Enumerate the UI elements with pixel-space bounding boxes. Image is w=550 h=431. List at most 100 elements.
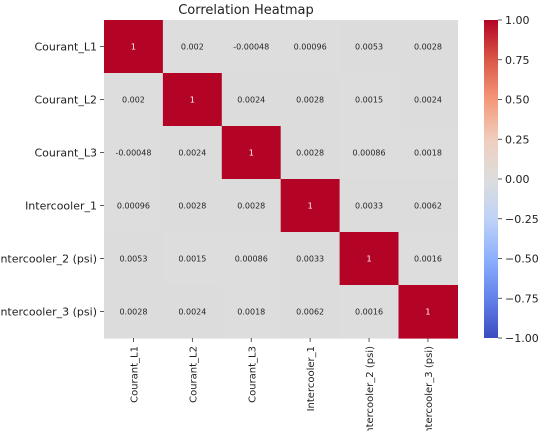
heatmap-cell bbox=[280, 285, 341, 339]
cell-annotation: 0.0028 bbox=[296, 149, 324, 158]
heatmap-cell bbox=[280, 126, 341, 180]
cell-annotation: -0.00048 bbox=[115, 149, 151, 158]
heatmap-cell bbox=[221, 232, 282, 286]
heatmap-cell bbox=[162, 232, 223, 286]
cell-annotation: 0.0016 bbox=[355, 308, 383, 317]
heatmap-cell bbox=[339, 20, 400, 74]
cell-annotation: 0.0018 bbox=[414, 149, 442, 158]
heatmap-cell bbox=[104, 126, 164, 180]
heatmap-cell bbox=[398, 285, 458, 339]
cell-annotation: 0.0062 bbox=[296, 308, 324, 317]
cell-annotation: 0.0033 bbox=[296, 255, 324, 264]
cell-annotation: 1 bbox=[249, 149, 254, 158]
cell-annotation: 0.0028 bbox=[119, 308, 147, 317]
x-tick-label: Courant_L3 bbox=[247, 346, 258, 403]
heatmap-cell bbox=[162, 126, 223, 180]
heatmap-cell bbox=[221, 73, 282, 127]
heatmap-cell bbox=[398, 126, 458, 180]
heatmap-cell bbox=[339, 73, 400, 127]
y-tick-label: Intercooler_1 bbox=[25, 200, 97, 213]
cell-annotation: 0.0024 bbox=[237, 96, 265, 105]
colorbar-tick-label: −1.00 bbox=[505, 332, 539, 345]
cell-annotation: 0.0028 bbox=[414, 43, 442, 52]
heatmap-cell bbox=[280, 73, 341, 127]
x-axis-tick-labels: Courant_L1 Courant_L2 Courant_L3 Intercoole… bbox=[129, 338, 435, 431]
y-tick-label: Courant_L2 bbox=[34, 94, 97, 107]
x-tick-label: Intercooler_2 (psi) bbox=[365, 346, 376, 431]
heatmap-cell bbox=[162, 179, 223, 233]
colorbar-ticks: 1.00 0.75 0.50 0.25 0.00 −0.25 −0.50 −0.75 −1.00 bbox=[498, 14, 539, 345]
colorbar-tick-label: −0.25 bbox=[505, 213, 539, 226]
heatmap-cell bbox=[221, 126, 282, 180]
heatmap-cell bbox=[398, 232, 458, 286]
cell-annotation: 0.002 bbox=[181, 43, 204, 52]
heatmap-cell bbox=[162, 285, 223, 339]
colorbar-tick-label: 0.25 bbox=[505, 133, 530, 146]
heatmap-cell bbox=[104, 20, 164, 74]
chart-title: Correlation Heatmap bbox=[178, 3, 314, 18]
cell-annotation: 0.0033 bbox=[355, 202, 383, 211]
colorbar-tick-label: 0.50 bbox=[505, 94, 530, 107]
cell-annotation: 0.002 bbox=[122, 96, 145, 105]
cell-annotation: 0.0016 bbox=[414, 255, 442, 264]
cell-annotation: 0.00086 bbox=[353, 149, 386, 158]
y-tick-label: Intercooler_2 (psi) bbox=[0, 253, 97, 266]
y-tick-label: Courant_L1 bbox=[34, 41, 97, 54]
heatmap-cell bbox=[280, 232, 341, 286]
colorbar-tick-label: 0.00 bbox=[505, 173, 530, 186]
heatmap-cell bbox=[339, 179, 400, 233]
heatmap-cell bbox=[221, 179, 282, 233]
cell-annotation: 0.0015 bbox=[178, 255, 206, 264]
x-tick-label: Courant_L2 bbox=[188, 346, 199, 403]
heatmap-cell bbox=[221, 285, 282, 339]
heatmap-cell bbox=[398, 179, 458, 233]
cell-annotation: 1 bbox=[131, 43, 136, 52]
heatmap-cell bbox=[104, 73, 164, 127]
colorbar-tick-label: −0.75 bbox=[505, 292, 539, 305]
cell-annotation: 0.0053 bbox=[119, 255, 147, 264]
heatmap-cell bbox=[162, 73, 223, 127]
cell-annotation: 0.0024 bbox=[178, 149, 206, 158]
heatmap-cell bbox=[104, 179, 164, 233]
cell-annotation: 0.0018 bbox=[237, 308, 265, 317]
colorbar-tick-label: −0.50 bbox=[505, 253, 539, 266]
y-axis-tick-labels: Courant_L1 Courant_L2 Courant_L3 Intercoole… bbox=[0, 41, 104, 319]
heatmap-cells bbox=[104, 20, 458, 339]
x-tick-label: Courant_L1 bbox=[129, 346, 140, 403]
cell-annotation: 1 bbox=[308, 202, 313, 211]
heatmap-annotations: 1 0.002 -0.00048 0.00096 0.0053 0.0028 0.002 1 0… bbox=[115, 43, 441, 317]
heatmap-cell bbox=[398, 20, 458, 74]
cell-annotation: 1 bbox=[190, 96, 195, 105]
heatmap-cell bbox=[280, 179, 341, 233]
cell-annotation: 0.0028 bbox=[178, 202, 206, 211]
x-tick-label: Intercooler_1 bbox=[306, 346, 317, 411]
cell-annotation: 0.0024 bbox=[414, 96, 442, 105]
cell-annotation: 1 bbox=[367, 255, 372, 264]
cell-annotation: 1 bbox=[425, 308, 430, 317]
cell-annotation: 0.00096 bbox=[117, 202, 150, 211]
heatmap-cell bbox=[221, 20, 282, 74]
colorbar-tick-label: 0.75 bbox=[505, 54, 530, 67]
heatmap-cell bbox=[339, 126, 400, 180]
x-tick-label: Intercooler_3 (psi) bbox=[424, 346, 435, 431]
heatmap-cell bbox=[280, 20, 341, 74]
cell-annotation: 0.0053 bbox=[355, 43, 383, 52]
cell-annotation: 0.0062 bbox=[414, 202, 442, 211]
heatmap-cell bbox=[339, 232, 400, 286]
heatmap-cell bbox=[339, 285, 400, 339]
cell-annotation: 0.0028 bbox=[296, 96, 324, 105]
cell-annotation: 0.0024 bbox=[178, 308, 206, 317]
colorbar bbox=[484, 20, 498, 338]
cell-annotation: 0.0015 bbox=[355, 96, 383, 105]
cell-annotation: 0.00086 bbox=[235, 255, 268, 264]
cell-annotation: 0.00096 bbox=[294, 43, 327, 52]
y-tick-label: Intercooler_3 (psi) bbox=[0, 306, 97, 319]
heatmap-cell bbox=[398, 73, 458, 127]
cell-annotation: -0.00048 bbox=[233, 43, 269, 52]
y-tick-label: Courant_L3 bbox=[34, 147, 97, 160]
heatmap-cell bbox=[104, 232, 164, 286]
heatmap-cell bbox=[104, 285, 164, 339]
cell-annotation: 0.0028 bbox=[237, 202, 265, 211]
colorbar-tick-label: 1.00 bbox=[505, 14, 530, 27]
